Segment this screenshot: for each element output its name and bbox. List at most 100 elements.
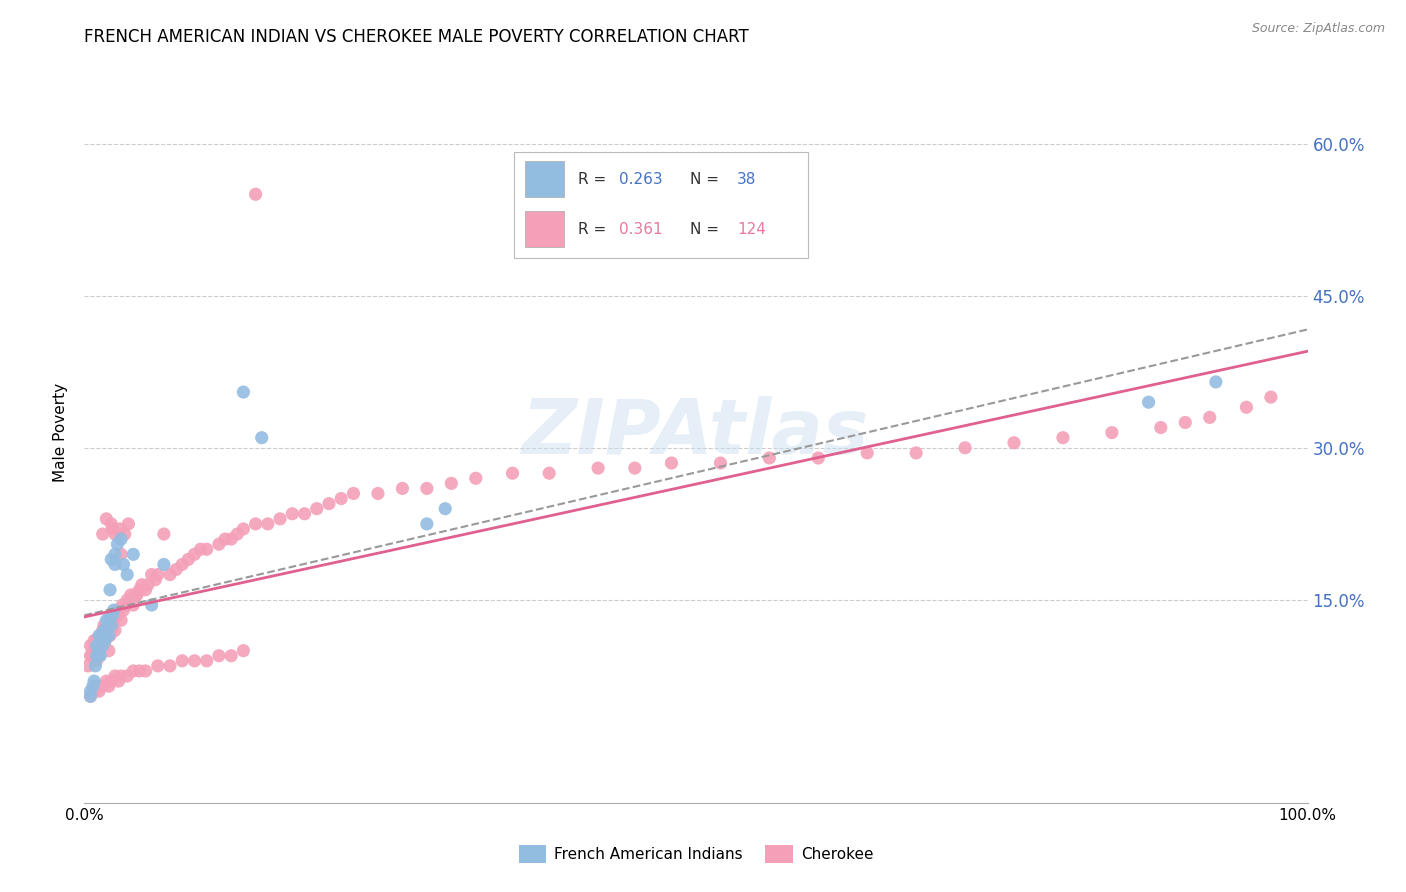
Point [115,593,138,607]
Point [77,659,100,673]
Point [416,482,439,496]
Point [103,613,125,627]
Point [758,450,780,465]
Point [120,588,142,602]
Point [97,679,120,693]
Point [195,542,218,557]
Point [93,624,115,638]
Point [87,684,110,698]
Point [111,598,134,612]
Point [100,624,122,638]
Point [856,446,879,460]
Text: Source: ZipAtlas.com: Source: ZipAtlas.com [1251,22,1385,36]
Point [1236,401,1258,415]
Point [195,654,218,668]
Point [105,608,128,623]
Point [79,684,101,698]
Point [183,547,205,561]
Point [89,639,111,653]
Point [97,624,120,638]
Point [104,624,127,638]
Point [79,639,101,653]
Point [172,654,194,668]
Point [232,643,254,657]
Text: FRENCH AMERICAN INDIAN VS CHEROKEE MALE POVERTY CORRELATION CHART: FRENCH AMERICAN INDIAN VS CHEROKEE MALE … [84,28,749,45]
Point [245,187,267,202]
Point [87,643,110,657]
Point [807,450,830,465]
Point [97,624,120,638]
Point [141,567,163,582]
Point [905,446,928,460]
Point [98,582,121,597]
Text: 124: 124 [737,222,766,237]
Text: 0.263: 0.263 [620,172,664,186]
Point [281,507,304,521]
Point [83,684,105,698]
Point [416,516,439,531]
Point [91,639,114,653]
Point [112,558,135,572]
Point [91,639,114,653]
Point [79,648,101,663]
Point [135,582,157,597]
Point [97,613,120,627]
Text: 0.361: 0.361 [620,222,664,237]
Point [177,552,200,566]
Point [114,527,136,541]
Point [104,669,127,683]
Point [318,497,340,511]
Point [91,628,114,642]
Point [208,648,231,663]
Point [440,476,463,491]
Point [661,456,683,470]
Text: R =: R = [578,172,612,186]
Point [104,547,127,561]
Point [86,679,108,693]
Point [146,567,169,582]
Point [79,690,101,704]
Point [122,664,145,678]
Point [83,633,105,648]
Point [94,633,117,648]
Point [107,603,129,617]
Point [98,628,121,642]
Point [214,532,236,546]
Point [125,588,148,602]
Point [135,664,157,678]
Point [128,664,150,678]
Point [86,643,108,657]
Point [104,558,127,572]
Point [538,466,561,480]
Point [82,679,104,693]
Point [128,582,150,597]
Point [97,643,120,657]
Point [115,598,138,612]
Point [100,618,122,632]
Point [953,441,976,455]
Point [250,431,273,445]
Point [190,542,212,557]
Point [89,648,111,663]
Point [96,624,118,638]
Point [294,507,316,521]
Point [96,628,118,642]
Point [105,537,128,551]
Point [87,628,110,642]
Point [115,567,138,582]
Point [172,558,194,572]
Point [257,516,280,531]
Point [122,547,145,561]
Point [100,674,122,689]
Point [96,512,118,526]
Point [1198,410,1220,425]
Point [245,516,267,531]
Point [232,385,254,400]
Point [79,690,101,704]
Point [502,466,524,480]
Point [100,552,122,566]
Point [1002,435,1025,450]
Point [1150,420,1173,434]
Point [434,501,457,516]
Point [143,573,166,587]
